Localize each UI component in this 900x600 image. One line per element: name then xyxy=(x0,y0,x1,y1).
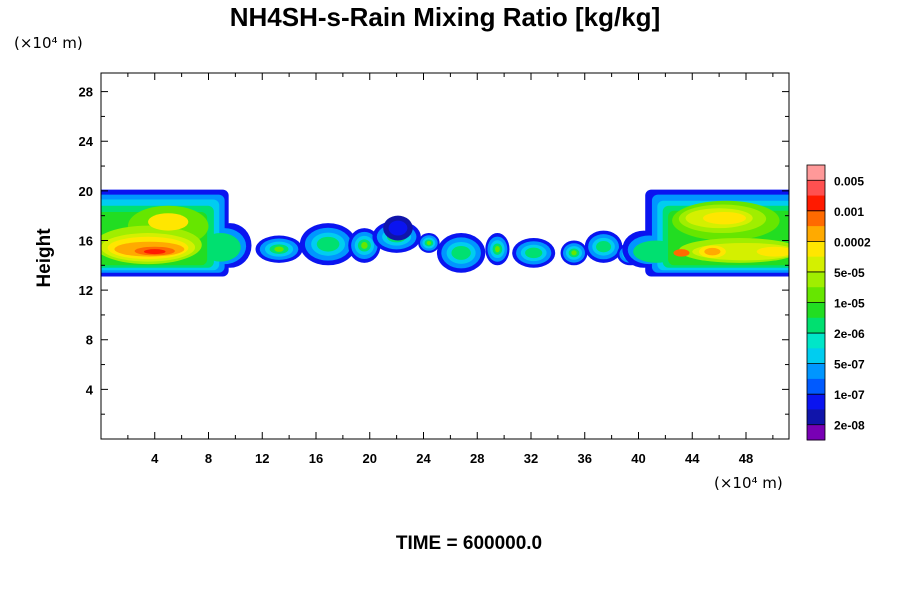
colorbar: 0.005 0.001 0.0002 5e-05 1e-05 2e-06 5e-07 1e-0… xyxy=(806,164,871,441)
cloud-contour xyxy=(426,240,432,245)
y-unit-label: (×10⁴ m) xyxy=(14,34,83,52)
cloud-contour xyxy=(703,211,746,225)
colorbar-swatch xyxy=(807,424,825,441)
y-tick-label: 8 xyxy=(86,333,93,348)
colorbar-swatch xyxy=(807,348,825,365)
x-tick-label: 24 xyxy=(416,451,431,466)
y-axis: 4 8 12 16 20 24 28 xyxy=(79,85,789,415)
cloud-contour xyxy=(144,249,166,255)
cloud-field xyxy=(101,189,789,277)
cloud-contour xyxy=(704,247,721,256)
y-axis-title: Height xyxy=(34,228,55,288)
colorbar-swatch xyxy=(807,287,825,303)
colorbar-swatch xyxy=(807,180,825,197)
cloud-contour xyxy=(494,245,500,253)
y-tick-label: 20 xyxy=(79,184,93,199)
cloud-contour xyxy=(633,240,679,263)
x-tick-label: 44 xyxy=(685,451,700,466)
x-tick-label: 28 xyxy=(470,451,484,466)
x-tick-label: 32 xyxy=(524,451,538,466)
y-tick-label: 24 xyxy=(79,134,94,149)
cloud-contour xyxy=(756,246,789,257)
cloud-contour xyxy=(274,246,284,252)
x-tick-label: 12 xyxy=(255,451,269,466)
cloud-contour xyxy=(525,247,543,259)
x-unit-label: (×10⁴ m) xyxy=(714,474,783,492)
colorbar-swatch xyxy=(807,317,825,334)
cloud-contour xyxy=(451,245,471,260)
x-tick-label: 40 xyxy=(631,451,645,466)
y-tick-label: 12 xyxy=(79,283,93,298)
colorbar-label: 2e-06 xyxy=(834,327,865,341)
x-tick-label: 48 xyxy=(739,451,753,466)
colorbar-swatch xyxy=(807,165,825,181)
cloud-contour xyxy=(148,213,189,231)
y-tick-label: 4 xyxy=(86,382,94,397)
colorbar-swatch xyxy=(807,302,825,319)
cloud-contour xyxy=(361,241,368,249)
colorbar-swatch xyxy=(807,241,825,258)
colorbar-swatch xyxy=(807,271,825,288)
colorbar-swatch xyxy=(807,394,825,410)
plot-frame xyxy=(100,72,790,440)
y-tick-label: 16 xyxy=(79,233,93,248)
y-tick-label: 28 xyxy=(79,85,93,100)
cloud-contour xyxy=(388,220,408,236)
colorbar-swatch xyxy=(807,333,825,349)
colorbar-swatch xyxy=(807,210,825,227)
x-axis: 4 8 12 16 20 24 28 32 36 40 44 48 xyxy=(127,73,774,466)
colorbar-swatch xyxy=(807,226,825,242)
colorbar-label: 5e-05 xyxy=(834,266,865,280)
colorbar-swatch xyxy=(807,256,825,273)
cloud-contour xyxy=(571,250,577,256)
colorbar-swatch xyxy=(807,378,825,395)
time-annotation: TIME = 600000.0 xyxy=(396,533,542,554)
cloud-contour xyxy=(200,233,241,262)
colorbar-label: 0.001 xyxy=(834,205,864,219)
colorbar-swatch xyxy=(807,363,825,380)
colorbar-label: 1e-07 xyxy=(834,388,865,402)
cloud-contour xyxy=(596,241,612,253)
colorbar-label: 5e-07 xyxy=(834,358,865,372)
x-tick-label: 20 xyxy=(363,451,377,466)
colorbar-swatch xyxy=(807,195,825,212)
x-tick-label: 8 xyxy=(205,451,212,466)
colorbar-label: 2e-08 xyxy=(834,419,865,433)
cloud-contour xyxy=(673,249,690,257)
x-tick-label: 16 xyxy=(309,451,323,466)
colorbar-label: 1e-05 xyxy=(834,297,865,311)
colorbar-label: 0.005 xyxy=(834,174,864,188)
colorbar-label: 0.0002 xyxy=(834,235,871,249)
colorbar-swatch xyxy=(807,409,825,426)
x-tick-label: 4 xyxy=(151,451,159,466)
chart-title: NH4SH-s-Rain Mixing Ratio [kg/kg] xyxy=(230,2,660,32)
x-tick-label: 36 xyxy=(578,451,592,466)
cloud-contour xyxy=(316,236,340,252)
